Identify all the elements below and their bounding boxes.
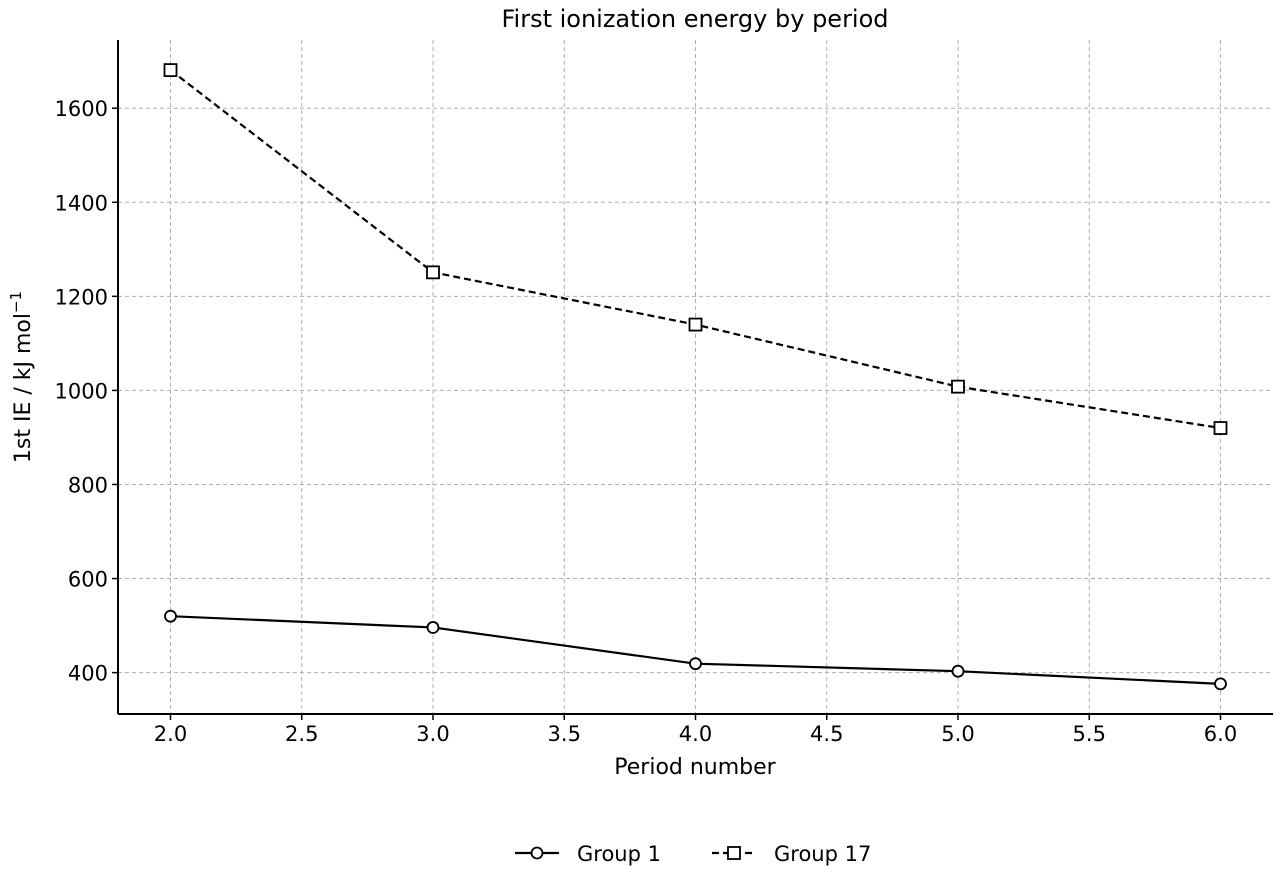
x-tick-label: 3.5 <box>548 722 581 746</box>
series-line <box>169 69 1221 430</box>
x-tick-label: 4.0 <box>679 722 712 746</box>
y-tick-label: 1000 <box>55 379 108 403</box>
legend-marker <box>530 846 544 860</box>
legend-label: Group 17 <box>774 842 871 866</box>
x-tick-label: 2.0 <box>154 722 187 746</box>
x-tick-label: 2.5 <box>285 722 318 746</box>
data-point <box>951 664 965 678</box>
x-tick-label: 4.5 <box>810 722 843 746</box>
legend-item-1: Group 1 <box>515 842 661 866</box>
y-tick-label: 600 <box>68 568 108 592</box>
data-point <box>951 379 965 394</box>
x-axis-label: Period number <box>614 755 776 780</box>
x-tick-label: 5.0 <box>941 722 974 746</box>
y-tick-label: 800 <box>68 473 108 497</box>
data-point <box>688 317 703 332</box>
x-tick-label: 5.5 <box>1073 722 1106 746</box>
y-axis-label-main: 1st IE / kJ mol <box>11 313 36 463</box>
y-tick-label: 1200 <box>55 285 108 309</box>
y-axis-label: 1st IE / kJ mol−1 <box>7 291 36 463</box>
y-tick-label: 1600 <box>55 97 108 121</box>
data-point <box>426 265 440 280</box>
x-tick-label: 6.0 <box>1204 722 1237 746</box>
legend: Group 1 Group 17 <box>515 842 871 866</box>
x-tick-label: 3.0 <box>416 722 449 746</box>
data-point <box>426 621 440 634</box>
legend-item-2: Group 17 <box>712 842 871 866</box>
data-point <box>1214 677 1227 691</box>
series-1 <box>164 609 1227 691</box>
data-point <box>1213 421 1228 435</box>
series-2 <box>163 63 1228 435</box>
data-point <box>689 657 702 671</box>
legend-marker <box>727 846 741 860</box>
y-axis-label-superscript: −1 <box>7 291 25 313</box>
chart-title: First ionization energy by period <box>501 5 888 33</box>
data-point <box>163 63 178 78</box>
series-layer <box>163 63 1228 691</box>
grid <box>118 40 1273 714</box>
y-tick-label: 400 <box>68 662 108 686</box>
data-point <box>164 609 177 623</box>
y-tick-label: 1400 <box>55 191 108 215</box>
legend-label: Group 1 <box>577 842 661 866</box>
ticks: 2.0 2.5 3.0 3.5 4.0 4.5 5.0 5.5 6.0 400 600 800 1000… <box>55 97 1238 746</box>
